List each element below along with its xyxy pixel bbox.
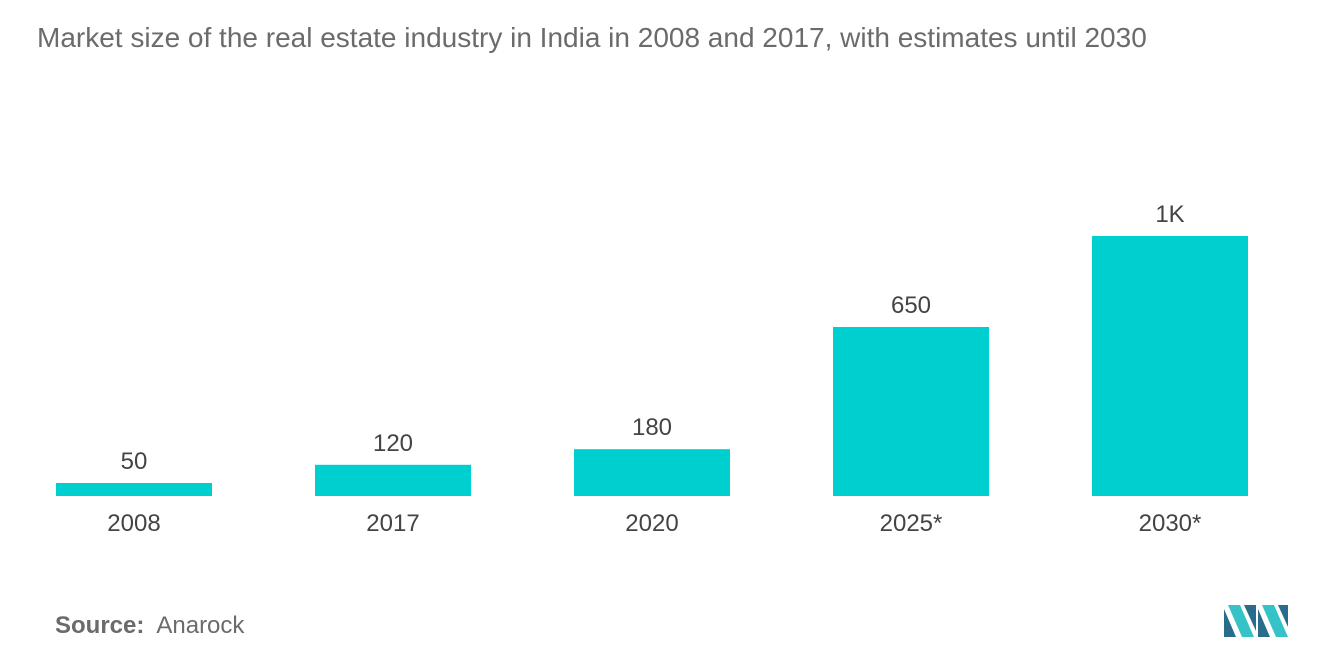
- source-line: Source: Anarock: [55, 612, 244, 640]
- bar-2025: [833, 327, 989, 496]
- x-tick-label-2017: 2017: [366, 510, 419, 537]
- data-label-2020: 180: [632, 414, 672, 441]
- bar-2020: [574, 449, 730, 496]
- source-label: Source:: [55, 612, 145, 639]
- bar-2030: [1092, 236, 1248, 496]
- x-tick-label-2030: 2030*: [1139, 510, 1202, 537]
- bar-chart: 50 2008 120 2017 180 2020 650 2025* 1K 2030*: [56, 201, 1248, 537]
- bar-2017: [315, 464, 471, 496]
- x-tick-label-2025: 2025*: [880, 510, 943, 537]
- chart-title: Market size of the real estate industry …: [37, 22, 1147, 53]
- data-label-2025: 650: [891, 292, 931, 319]
- x-tick-label-2020: 2020: [625, 510, 678, 537]
- data-label-2030: 1K: [1155, 201, 1184, 228]
- data-label-2008: 50: [121, 448, 148, 475]
- bar-2008: [56, 483, 212, 496]
- x-tick-label-2008: 2008: [107, 510, 160, 537]
- mordor-logo-icon: [1224, 605, 1288, 637]
- source-value: Anarock: [156, 612, 245, 639]
- data-label-2017: 120: [373, 430, 413, 457]
